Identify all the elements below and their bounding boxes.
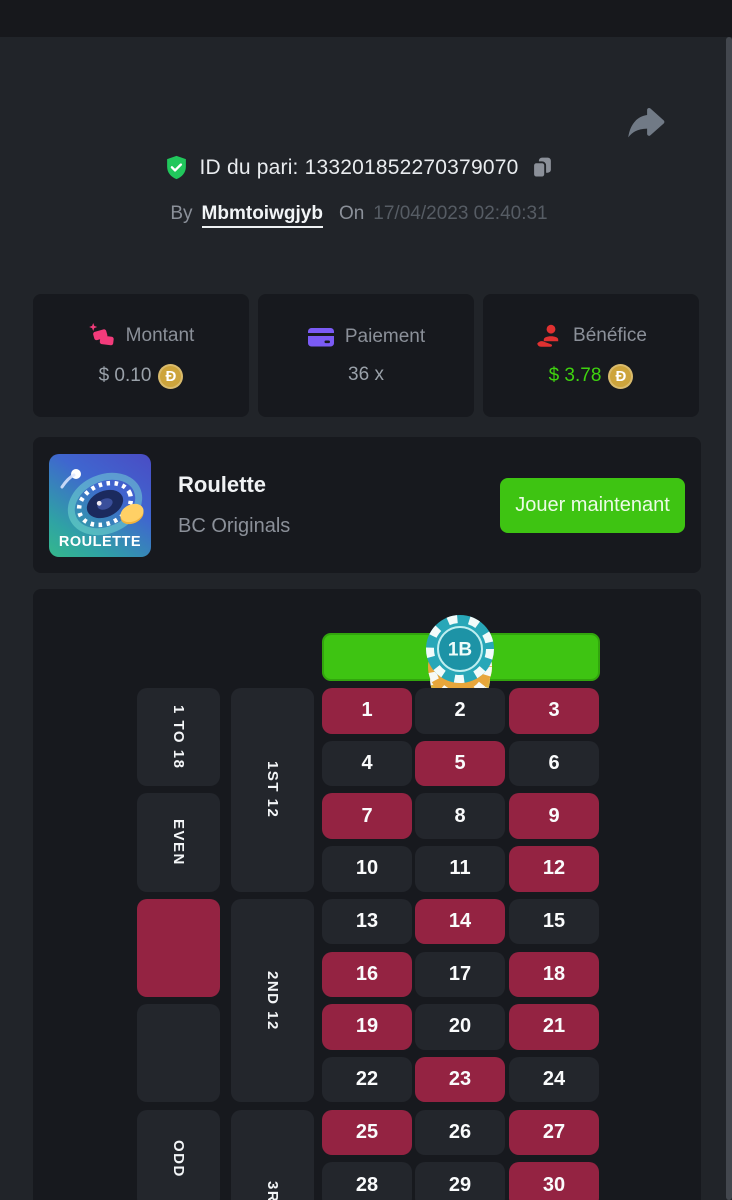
bet-number-3[interactable]: 3 [509,688,599,734]
bet-stats: Montant $ 0.10 Đ Paiement 36 x [33,294,701,417]
game-provider-link[interactable]: BC Originals [178,515,291,537]
payout-value: 36 x [348,364,384,385]
dogecoin-icon: Đ [158,363,184,389]
bet-number-28[interactable]: 28 [322,1162,412,1200]
top-bar [0,0,732,37]
bet-number-8[interactable]: 8 [415,793,505,839]
bet-label: 2ND 12 [264,970,281,1031]
on-label: On [338,203,365,224]
bet-2nd-12[interactable]: 2ND 12 [231,898,314,1103]
stat-value-amount: $ 0.10 Đ [98,363,184,389]
by-label: By [170,203,193,224]
bet-number-2[interactable]: 2 [415,688,505,734]
bet-number-27[interactable]: 27 [509,1109,599,1156]
game-title: Roulette [178,472,266,497]
game-card: ROULETTE Roulette BC Originals Jouer mai… [33,437,701,573]
stat-card-amount: Montant $ 0.10 Đ [33,294,249,417]
bet-number-20[interactable]: 20 [415,1004,505,1050]
bet-number-26[interactable]: 26 [415,1109,505,1156]
bet-label: 3RD 12 [264,1181,281,1200]
bet-number-14[interactable]: 14 [415,898,505,945]
bet-number-23[interactable]: 23 [415,1056,505,1103]
bet-number-10[interactable]: 10 [322,846,412,892]
bet-even[interactable]: EVEN [137,793,220,892]
hand-person-icon [537,324,559,347]
bet-1-to-18[interactable]: 1 TO 18 [137,688,220,787]
play-now-button[interactable]: Jouer maintenant [500,477,685,533]
stat-card-payout: Paiement 36 x [258,294,474,417]
roulette-table: 1B 1 2 3 4 5 6 7 8 9 10 11 12 13 14 15 16 17 18 19 20 21 22 23… [33,589,701,1200]
scrollbar-thumb[interactable] [726,37,732,1200]
bet-number-9[interactable]: 9 [509,793,599,839]
bet-number-7[interactable]: 7 [322,793,412,839]
bet-number-18[interactable]: 18 [509,951,599,997]
bet-datetime: 17/04/2023 02:40:31 [373,203,548,224]
credit-card-icon [307,328,334,347]
bet-number-19[interactable]: 19 [322,1004,412,1050]
bet-number-11[interactable]: 11 [415,846,505,892]
bet-number-15[interactable]: 15 [509,898,599,945]
bet-number-6[interactable]: 6 [509,740,599,787]
gold-bars-icon [88,322,114,345]
bet-number-21[interactable]: 21 [509,1004,599,1050]
bet-number-16[interactable]: 16 [322,951,412,997]
bet-label: 1ST 12 [264,761,281,819]
bet-byline: By Mbmtoiwgjyb On 17/04/2023 02:40:31 [0,203,718,228]
verified-shield-icon [166,155,186,180]
amount-value: $ 0.10 [98,365,152,386]
bet-red[interactable] [137,898,220,997]
stat-label: Bénéfice [573,324,647,346]
bet-zero-bar[interactable] [322,633,600,681]
bet-id-row: ID du pari: 133201852270379070 [0,155,718,180]
bet-number-13[interactable]: 13 [322,898,412,945]
bet-3rd-12[interactable]: 3RD 12 [231,1109,314,1200]
game-tile-roulette[interactable]: ROULETTE [49,453,151,557]
username-link[interactable]: Mbmtoiwgjyb [201,203,323,228]
bet-number-17[interactable]: 17 [415,951,505,997]
bet-number-4[interactable]: 4 [322,740,412,787]
bet-number-25[interactable]: 25 [322,1109,412,1156]
dogecoin-icon: Đ [608,363,634,389]
bet-id-text: ID du pari: 133201852270379070 [199,155,519,179]
share-button[interactable] [624,100,668,144]
stat-value-payout: 36 x [348,364,384,386]
bet-number-29[interactable]: 29 [415,1162,505,1200]
bet-number-12[interactable]: 12 [509,846,599,892]
stat-label: Paiement [344,326,426,347]
bet-1st-12[interactable]: 1ST 12 [231,688,314,892]
bet-label: 1 TO 18 [170,704,187,770]
stat-card-profit: Bénéfice $ 3.78 Đ [483,294,699,417]
bet-label: ODD [170,1139,187,1178]
profit-value: $ 3.78 [548,365,602,386]
bet-number-24[interactable]: 24 [509,1056,599,1103]
bet-number-30[interactable]: 30 [509,1162,599,1200]
roulette-wheel-illustration [60,468,144,535]
copy-button[interactable] [529,155,554,180]
bet-number-22[interactable]: 22 [322,1056,412,1103]
copy-icon [532,157,552,179]
tile-label: ROULETTE [58,533,142,550]
bet-label: EVEN [170,819,187,866]
bet-number-5[interactable]: 5 [415,740,505,787]
share-icon [628,107,665,138]
bet-number-1[interactable]: 1 [322,688,412,734]
stat-value-profit: $ 3.78 Đ [548,363,634,389]
stat-label: Montant [125,324,195,346]
bet-black[interactable] [137,1004,220,1103]
bet-odd[interactable]: ODD [137,1109,220,1200]
